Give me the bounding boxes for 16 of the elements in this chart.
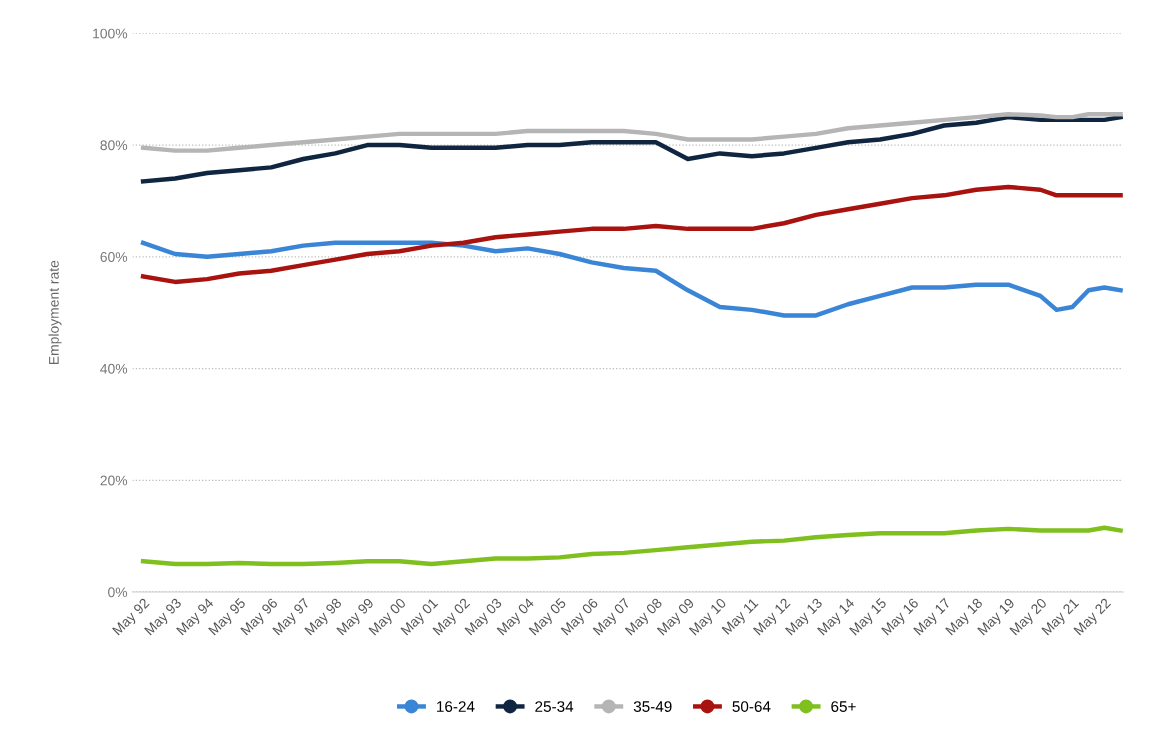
legend-label: 16-24 [437, 701, 475, 712]
y-tick-label: 0% [108, 587, 128, 598]
y-tick-label: 40% [100, 363, 128, 374]
legend-label: 65+ [831, 701, 856, 712]
y-tick-label: 60% [100, 252, 128, 262]
line-series [140, 525, 1123, 567]
line-series [140, 184, 1123, 285]
y-axis-title: Employment rate [48, 260, 62, 364]
legend-label: 50-64 [732, 701, 771, 712]
legend-label: 25-34 [535, 701, 574, 712]
line-series [140, 240, 1123, 318]
y-tick-label: 80% [100, 140, 128, 151]
y-tick-label: 20% [100, 475, 128, 486]
line-series [140, 114, 1123, 184]
y-tick-label: 100% [93, 28, 128, 39]
legend-label: 35-49 [633, 701, 672, 712]
